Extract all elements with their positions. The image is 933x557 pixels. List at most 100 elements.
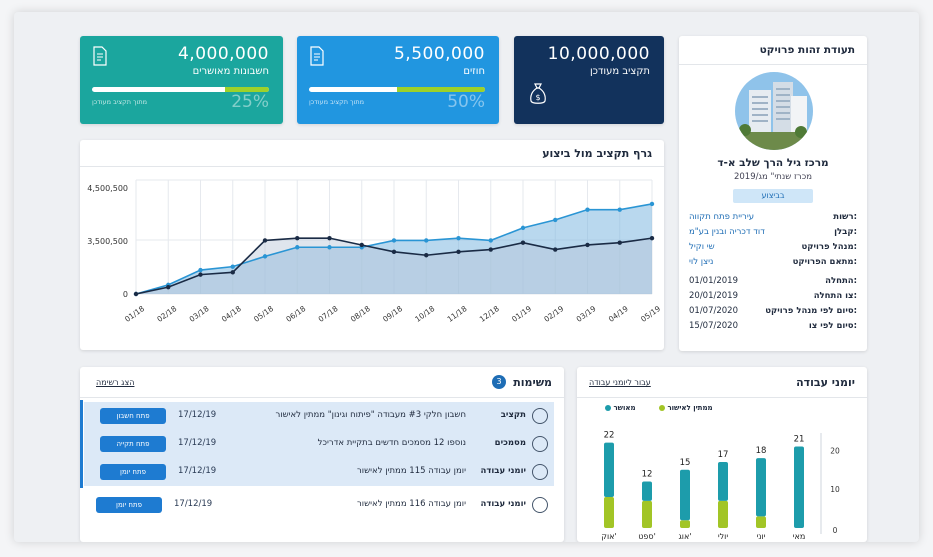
kpi-updated-budget: 10,000,000 תקציב מעודכן $ [514,36,664,124]
data-point [424,253,429,258]
project-field-link[interactable]: ניצן לוי [689,257,714,267]
kpi-value: 4,000,000 [177,44,269,64]
bar-pending [604,496,614,528]
x-tick-label: יולי [718,532,729,541]
task-row[interactable]: יומני עבודה יומן עבודה 115 ממתין לאישור 17… [84,458,554,486]
kpi-progress-bar [92,87,269,92]
x-tick-label: 01/19 [510,304,533,324]
data-point [230,270,235,275]
project-field-row: רשות: עיריית פתח תקווה [689,212,857,224]
data-point [424,238,429,243]
bar-approved [756,458,766,517]
task-category: תקציב [500,410,526,420]
task-row[interactable]: יומני עבודה יומן עבודה 116 ממתין לאישור 17… [80,491,554,519]
task-date: 17/12/19 [178,466,217,476]
bar-approved [718,462,728,501]
task-description: יומן עבודה 115 ממתין לאישור [356,466,466,476]
go-to-worklogs-link[interactable]: עבור ליומני עבודה [589,378,651,387]
x-tick-label: מאי [793,532,806,541]
bar-total-label: 18 [756,446,767,456]
show-list-link[interactable]: הצג רשימה [96,378,135,387]
kpi-percent: 25% [231,92,269,112]
project-field-label: מנהל פרויקט: [801,242,857,252]
data-point [456,249,461,255]
tasks-count-badge: 3 [492,375,506,389]
kpi-value: 10,000,000 [547,44,650,64]
task-open-button[interactable]: פתח יומן [96,497,162,513]
task-category: יומני עבודה [480,499,526,509]
project-field-label: צו התחלה: [813,291,857,301]
x-tick-label: 05/19 [639,304,662,324]
x-tick-label: 12/18 [478,304,501,324]
bar-pending [680,520,690,528]
task-row[interactable]: תקציב חשבון חלקי #3 מעבודה "פיתוח וגינון"… [84,402,554,430]
y-tick-label: 10 [830,485,840,494]
calendar-icon [532,464,548,480]
data-point [488,247,493,252]
y-tick-label: 0 [833,526,838,535]
data-point [391,249,397,255]
data-point [585,207,590,212]
task-open-button[interactable]: פתח תקייה [100,436,166,452]
task-date: 17/12/19 [178,410,217,420]
tasks-title: משימות [513,376,552,389]
task-open-button[interactable]: פתח חשבון [100,408,166,424]
task-open-button[interactable]: פתח יומן [100,464,166,480]
data-point [198,272,203,277]
data-point [617,207,622,212]
bar-pending [756,516,766,528]
data-point [198,267,203,273]
kpi-approved-invoices: 4,000,000 חשבונות מאושרים מתוך תקציב מעו… [80,36,283,124]
data-point [262,238,268,243]
task-row[interactable]: מסמכים נוספו 12 מסמכים חדשים בתקיית אדריכ… [84,430,554,458]
x-tick-label: 03/19 [575,304,598,324]
project-field-link[interactable]: דוד דכריה ובנין בע"מ [689,227,765,237]
selection-indicator [80,400,83,488]
series-area [136,203,652,294]
data-point [520,240,526,245]
data-point [262,254,268,259]
divider [577,397,867,398]
data-point [520,225,526,231]
project-field-row: התחלה: 01/01/2019 [689,276,857,288]
bar-approved [794,446,804,528]
kpi-label: תקציב מעודכן [589,66,650,77]
money-bag-icon: $ [530,83,546,104]
kpi-label: חוזים [463,66,485,77]
kpi-progress-bar [309,87,485,92]
project-field-value: 01/01/2019 [689,276,738,286]
bar-pending [642,500,652,528]
bar-total-label: 21 [794,435,805,445]
data-point [327,245,332,250]
bar-total-label: 22 [604,431,615,441]
y-tick-label: 3,500,500 [87,237,128,246]
task-category: מסמכים [494,438,526,448]
project-field-link[interactable]: שי וקיל [689,242,715,252]
kpi-progress-fill [224,87,269,92]
project-field-label: התחלה: [825,276,857,286]
divider [679,64,867,65]
x-tick-label: אוג' [678,532,691,541]
status-badge: בביצוע [733,189,813,203]
x-tick-label: 07/18 [317,304,340,324]
bar-approved [604,442,614,497]
data-point [488,238,493,243]
budget-line-chart: 4,500,500 3,500,500 0 01/18 02/18 03/18 04/18 0… [87,179,662,324]
divider [80,397,564,398]
worklogs-title: יומני עבודה [796,376,855,389]
project-field-link[interactable]: עיריית פתח תקווה [689,212,755,222]
data-point [649,201,655,207]
project-field-value: 15/07/2020 [689,321,738,331]
legend-approved-label: מאושר [613,404,636,412]
document-icon [532,436,548,452]
project-field-row: מתאם הפרויקט: ניצן לוי [689,257,857,269]
y-tick-label: 0 [123,290,128,299]
kpi-contracts: 5,500,000 חוזים מתוך תקציב מעודכן 50% [297,36,499,124]
x-tick-label: ספט' [638,532,656,541]
project-field-value: 20/01/2019 [689,291,738,301]
task-description: נוספו 12 מסמכים חדשים בתקיית אדריכל [317,438,466,448]
series-area [136,238,652,294]
y-tick-label: 4,500,500 [87,184,128,193]
x-tick-label: 01/18 [123,304,146,324]
data-point [585,242,590,248]
